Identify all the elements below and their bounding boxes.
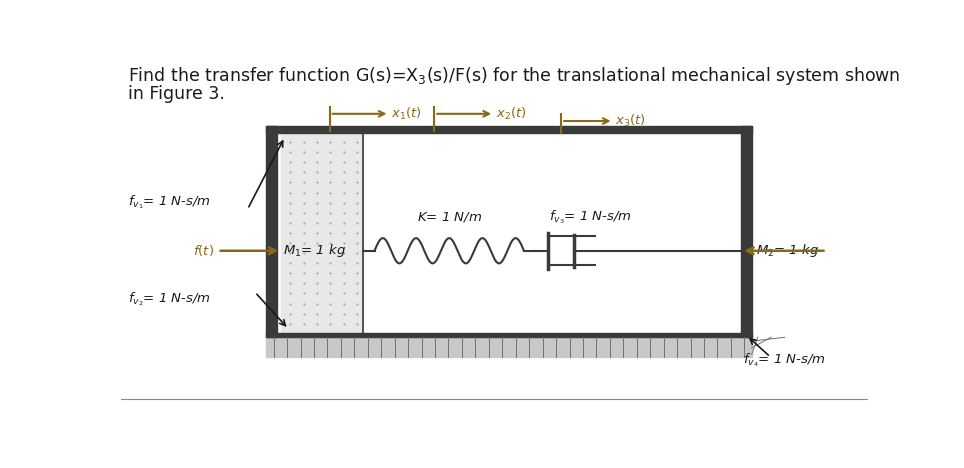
Bar [266, 333, 752, 337]
Text: $M_2$= 1 kg: $M_2$= 1 kg [756, 242, 818, 259]
Text: in Figure 3.: in Figure 3. [128, 85, 225, 103]
Text: $x_1(t)$: $x_1(t)$ [391, 106, 422, 122]
Text: $f_{v_4}$= 1 N-s/m: $f_{v_4}$= 1 N-s/m [743, 352, 826, 369]
Bar [266, 126, 752, 133]
Bar [741, 126, 752, 337]
Text: $x_3(t)$: $x_3(t)$ [615, 113, 646, 129]
Text: $f(t)$: $f(t)$ [193, 243, 214, 258]
Text: $x_2(t)$: $x_2(t)$ [495, 106, 526, 122]
Bar [281, 133, 363, 333]
Text: $M_1$= 1 kg: $M_1$= 1 kg [283, 242, 347, 259]
Text: $K$= 1 N/m: $K$= 1 N/m [416, 210, 482, 224]
Text: $f_{v_2}$= 1 N-s/m: $f_{v_2}$= 1 N-s/m [128, 291, 211, 308]
Text: $f_{v_1}$= 1 N-s/m: $f_{v_1}$= 1 N-s/m [128, 193, 211, 211]
Bar [266, 126, 277, 337]
Text: $f_{v_3}$= 1 N-s/m: $f_{v_3}$= 1 N-s/m [549, 208, 632, 226]
Bar [266, 337, 752, 357]
Text: Find the transfer function G(s)=X$_3$(s)/F(s) for the translational mechanical s: Find the transfer function G(s)=X$_3$(s)… [128, 65, 900, 87]
